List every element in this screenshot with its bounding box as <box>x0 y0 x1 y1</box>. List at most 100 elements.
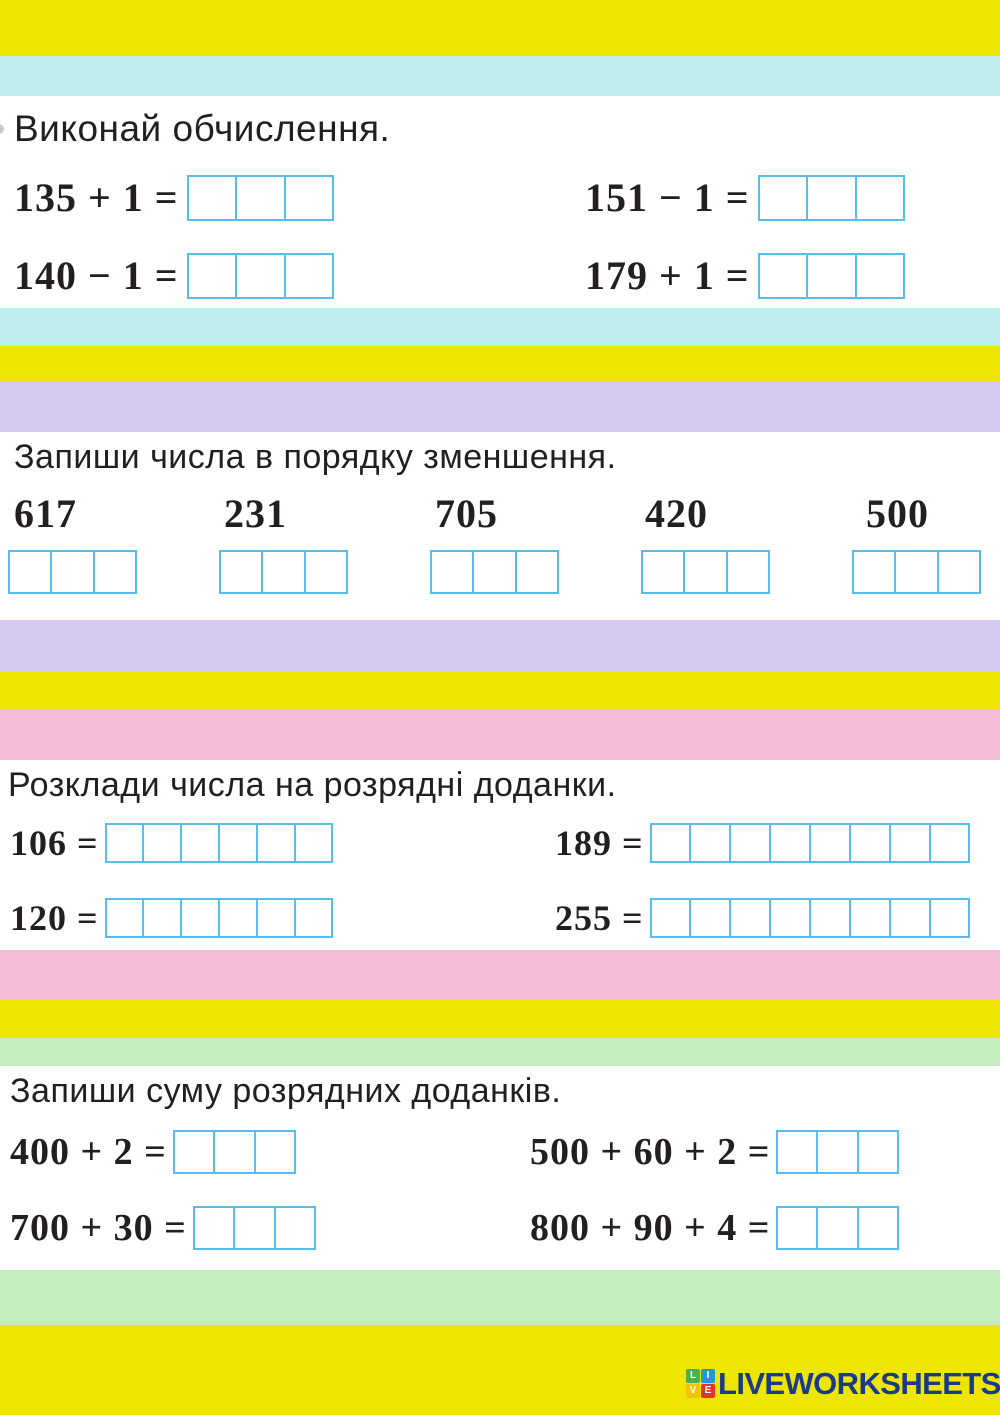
logo-tile-i: I <box>701 1369 715 1383</box>
liveworksheets-logo[interactable]: L I V E LIVEWORKSHEETS <box>686 1368 1000 1399</box>
answer-boxes[interactable] <box>104 823 333 863</box>
answer-cell[interactable] <box>213 1130 255 1174</box>
logo-tile-e: E <box>701 1384 715 1398</box>
answer-cell[interactable] <box>218 823 257 863</box>
answer-cell[interactable] <box>218 898 257 938</box>
answer-cell[interactable] <box>806 252 856 299</box>
answer-cell[interactable] <box>757 252 807 299</box>
answer-boxes[interactable] <box>219 550 348 594</box>
answer-cell[interactable] <box>516 550 559 594</box>
exercise-expression: 255 = <box>555 898 644 938</box>
answer-cell[interactable] <box>186 252 236 299</box>
answer-cell[interactable] <box>855 252 905 299</box>
answer-cell[interactable] <box>817 1130 859 1174</box>
answer-cell[interactable] <box>809 823 850 863</box>
answer-cell[interactable] <box>757 174 807 221</box>
answer-cell[interactable] <box>473 550 516 594</box>
answer-cell[interactable] <box>8 550 51 594</box>
band-pink-top <box>0 710 1000 760</box>
answer-boxes[interactable] <box>186 252 334 299</box>
answer-cell[interactable] <box>852 550 895 594</box>
answer-cell[interactable] <box>809 898 850 938</box>
answer-cell[interactable] <box>233 1206 275 1250</box>
answer-cell[interactable] <box>94 550 137 594</box>
answer-cell[interactable] <box>256 823 295 863</box>
answer-cell[interactable] <box>294 823 333 863</box>
answer-cell[interactable] <box>192 1206 234 1250</box>
answer-cell[interactable] <box>806 174 856 221</box>
answer-cell[interactable] <box>256 898 295 938</box>
answer-cell[interactable] <box>649 898 690 938</box>
answer-cell[interactable] <box>172 1130 214 1174</box>
answer-boxes[interactable] <box>757 252 905 299</box>
instruction-descending-order: Запиши числа в порядку зменшення. <box>14 438 617 476</box>
answer-cell[interactable] <box>142 823 181 863</box>
answer-cell[interactable] <box>641 550 684 594</box>
exercise-row: 135 + 1 = <box>14 174 334 221</box>
band-green-bottom <box>0 1270 1000 1325</box>
answer-boxes[interactable] <box>104 898 333 938</box>
exercise-row: 189 = <box>555 822 970 864</box>
answer-cell[interactable] <box>274 1206 316 1250</box>
answer-boxes[interactable] <box>649 898 970 938</box>
answer-cell[interactable] <box>219 550 262 594</box>
liveworksheets-tiles-icon: L I V E <box>686 1369 715 1398</box>
answer-cell[interactable] <box>104 823 143 863</box>
answer-cell[interactable] <box>729 898 770 938</box>
answer-cell[interactable] <box>889 898 930 938</box>
answer-boxes[interactable] <box>757 174 905 221</box>
answer-cell[interactable] <box>430 550 473 594</box>
answer-cell[interactable] <box>855 174 905 221</box>
answer-cell[interactable] <box>284 174 334 221</box>
answer-boxes[interactable] <box>186 174 334 221</box>
answer-cell[interactable] <box>689 823 730 863</box>
answer-cell[interactable] <box>262 550 305 594</box>
answer-boxes[interactable] <box>430 550 559 594</box>
answer-cell[interactable] <box>849 898 890 938</box>
exercise-row: 120 = <box>10 897 333 939</box>
answer-boxes[interactable] <box>776 1130 900 1174</box>
answer-cell[interactable] <box>817 1206 859 1250</box>
given-number: 231 <box>224 491 287 536</box>
answer-boxes[interactable] <box>649 823 970 863</box>
answer-cell[interactable] <box>889 823 930 863</box>
answer-cell[interactable] <box>51 550 94 594</box>
given-number: 420 <box>645 491 708 536</box>
answer-cell[interactable] <box>929 823 970 863</box>
answer-cell[interactable] <box>938 550 981 594</box>
answer-boxes[interactable] <box>192 1206 316 1250</box>
answer-cell[interactable] <box>849 823 890 863</box>
answer-boxes[interactable] <box>8 550 137 594</box>
answer-cell[interactable] <box>776 1206 818 1250</box>
answer-cell[interactable] <box>776 1130 818 1174</box>
answer-boxes[interactable] <box>172 1130 296 1174</box>
section-sum-of-place-values: Запиши суму розрядних доданків. 400 + 2 … <box>0 1066 1000 1270</box>
exercise-row: 151 − 1 = <box>585 174 905 221</box>
answer-cell[interactable] <box>727 550 770 594</box>
answer-cell[interactable] <box>769 823 810 863</box>
answer-cell[interactable] <box>235 174 285 221</box>
answer-cell[interactable] <box>142 898 181 938</box>
answer-cell[interactable] <box>104 898 143 938</box>
answer-cell[interactable] <box>858 1206 900 1250</box>
answer-cell[interactable] <box>649 823 690 863</box>
answer-cell[interactable] <box>235 252 285 299</box>
answer-cell[interactable] <box>284 252 334 299</box>
answer-cell[interactable] <box>929 898 970 938</box>
answer-boxes[interactable] <box>776 1206 900 1250</box>
answer-cell[interactable] <box>294 898 333 938</box>
answer-cell[interactable] <box>689 898 730 938</box>
answer-boxes[interactable] <box>852 550 981 594</box>
answer-cell[interactable] <box>684 550 727 594</box>
answer-cell[interactable] <box>858 1130 900 1174</box>
answer-cell[interactable] <box>254 1130 296 1174</box>
answer-cell[interactable] <box>769 898 810 938</box>
answer-cell[interactable] <box>186 174 236 221</box>
answer-cell[interactable] <box>729 823 770 863</box>
answer-cell[interactable] <box>180 823 219 863</box>
answer-boxes[interactable] <box>641 550 770 594</box>
answer-cell[interactable] <box>305 550 348 594</box>
answer-cell[interactable] <box>895 550 938 594</box>
answer-cell[interactable] <box>180 898 219 938</box>
